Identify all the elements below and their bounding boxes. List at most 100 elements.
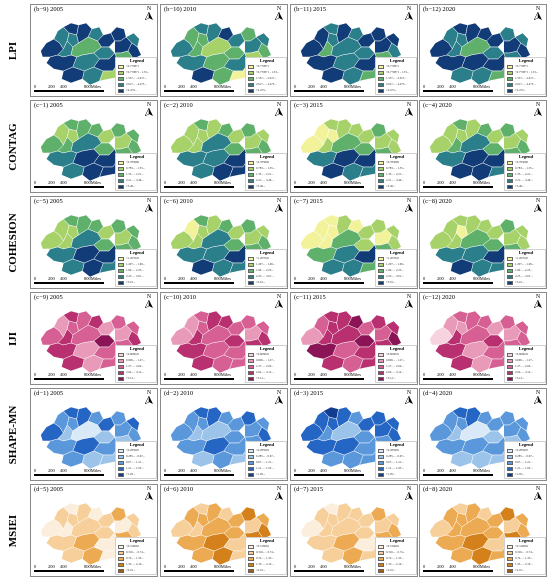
scale-tick-label: 400 — [60, 84, 67, 89]
scale-tick-label: 0 — [34, 180, 37, 185]
legend-swatch — [507, 359, 513, 363]
legend-swatch — [248, 281, 254, 285]
scale-tick-label: 200 — [308, 372, 315, 377]
legend-swatch — [248, 569, 254, 573]
north-arrow-icon: N — [404, 102, 414, 116]
legend-text: 2.617... - 4.473... — [256, 82, 277, 86]
legend-swatch — [248, 557, 254, 561]
legend-item: 0.783... - 1.35... — [118, 166, 157, 172]
figure-row: SHAPE-MN (d−1) 2005 N Legend <0.285905 0.285.… — [0, 388, 550, 481]
legend-item: 1.33... - 2.10... — [248, 562, 287, 568]
north-label: N — [276, 294, 282, 300]
legend-swatch — [118, 179, 124, 183]
legend-item: >3.01... — [118, 280, 157, 286]
legend-text: 0.606... - 1.27... — [386, 358, 405, 362]
legend-text: 0.285... - 0.67... — [256, 454, 275, 458]
choropleth-map — [429, 22, 531, 86]
panel-title: (c−3) 2015 — [294, 102, 323, 109]
map-region — [514, 320, 529, 336]
legend-item: 1.21... - 1.95... — [507, 466, 546, 472]
legend-swatch — [507, 563, 513, 567]
legend-text: 1.21... - 1.95... — [126, 466, 144, 470]
legend-item: 2.04... - 3.12... — [378, 370, 417, 376]
choropleth-map — [40, 214, 142, 278]
legend-text: >3.12... — [256, 376, 266, 380]
map-legend: Legend <0.783660 0.783... - 1.35... 1.35...… — [504, 153, 546, 191]
legend-item: 0.316... - 0.74... — [378, 550, 417, 556]
legend-swatch — [248, 365, 254, 369]
legend-text: 0.783... - 1.35... — [126, 166, 145, 170]
scale-tick-label: 800Miles — [84, 468, 102, 473]
scale-tick-label: 200 — [178, 276, 185, 281]
legend-text: >3.46... — [126, 184, 136, 188]
legend-text: >2.10... — [256, 568, 266, 572]
legend-text: 0.285... - 0.67... — [126, 454, 145, 458]
scale-tick-label: 400 — [190, 276, 197, 281]
north-label: N — [406, 6, 412, 12]
legend-swatch — [118, 71, 124, 75]
legend-text: 1.69... - 2.23... — [515, 268, 533, 272]
north-label: N — [276, 390, 282, 396]
map-panel: (c−2) 2010 N Legend <0.783660 0.783... - 1.3… — [160, 100, 288, 193]
legend-swatch — [118, 377, 124, 381]
legend-item: 0.316... - 0.74... — [507, 550, 546, 556]
legend-text: 1.21... - 1.95... — [256, 466, 274, 470]
legend-text: 2.04... - 3.12... — [515, 370, 533, 374]
north-arrow-icon: N — [533, 198, 543, 212]
scale-tick-label: 200 — [48, 468, 55, 473]
scale-bar: 0 200 400 800Miles — [34, 276, 104, 288]
north-arrow-icon: N — [144, 486, 154, 500]
panel-title: (c−11) 2015 — [294, 294, 326, 301]
map-panel: (c−11) 2015 N Legend <0.606045 0.606... - 1.… — [290, 292, 418, 385]
legend-text: 2.23... - 3.01... — [126, 274, 144, 278]
legend-title: Legend — [129, 154, 145, 159]
legend-text: 1.33... - 2.10... — [256, 562, 274, 566]
scale-tick-label: 200 — [178, 372, 185, 377]
scale-bar-graphic — [294, 282, 364, 284]
legend-text: 2.23... - 3.01... — [515, 274, 533, 278]
figure-row: LPI (b−9) 2005 N Legend <0.770871 <0.770871 -… — [0, 4, 550, 97]
map-panel: (d−5) 2005 N Legend <0.316062 0.316... - 0.7… — [30, 484, 158, 577]
legend-swatch — [378, 83, 384, 87]
north-arrow-icon: N — [274, 102, 284, 116]
map-panel: (b−10) 2010 N Legend <0.770871 <0.770871 - 1… — [160, 4, 288, 97]
legend-item: 1.69... - 2.23... — [507, 268, 546, 274]
scale-tick-label: 200 — [48, 564, 55, 569]
legend-item: <0.783660 — [248, 160, 287, 166]
north-arrow-icon: N — [533, 6, 543, 20]
legend-item: >3.01... — [507, 280, 546, 286]
scale-tick-label: 200 — [437, 84, 444, 89]
legend-text: <0.770871 - 1.53... — [126, 70, 149, 74]
map-panel: (d−7) 2015 N Legend <0.316062 0.316... - 0.7… — [290, 484, 418, 577]
scale-bar-graphic — [34, 570, 104, 572]
map-region — [385, 320, 400, 336]
legend-item: <0.606045 — [248, 352, 287, 358]
scale-bar: 0 200 400 800Miles — [164, 276, 234, 288]
legend-item: <1.207645 — [118, 256, 157, 262]
legend-text: >1.95... — [126, 472, 136, 476]
legend-text: 2.617... - 4.473... — [386, 82, 407, 86]
legend-item: >2.10... — [118, 568, 157, 574]
legend-swatch — [248, 257, 254, 261]
row-label: LPI — [0, 4, 26, 97]
map-legend: Legend <1.207645 1.207... - 1.69... 1.69...… — [115, 249, 157, 287]
scale-tick-label: 800Miles — [473, 372, 491, 377]
legend-text: 1.27... - 2.04... — [386, 364, 404, 368]
scale-tick-label: 200 — [308, 180, 315, 185]
choropleth-map — [300, 502, 402, 566]
north-arrow-icon: N — [144, 294, 154, 308]
legend-swatch — [378, 455, 384, 459]
scale-tick-label: 400 — [449, 468, 456, 473]
legend-text: >3.46... — [386, 184, 396, 188]
legend-item: 0.74... - 1.33... — [248, 556, 287, 562]
map-panel: (d−6) 2010 N Legend <0.316062 0.316... - 0.7… — [160, 484, 288, 577]
legend-swatch — [118, 77, 124, 81]
map-region — [125, 512, 140, 528]
legend-item: <0.783660 — [378, 160, 417, 166]
scale-tick-label: 0 — [164, 372, 167, 377]
legend-item: <0.316062 — [378, 544, 417, 550]
panel-title: (b−9) 2005 — [34, 6, 64, 13]
north-arrow-icon: N — [144, 198, 154, 212]
legend-item: >2.10... — [378, 568, 417, 574]
legend-text: 0.316... - 0.74... — [256, 550, 275, 554]
